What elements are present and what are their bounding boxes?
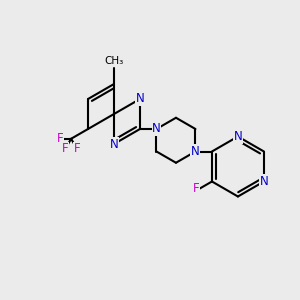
Text: N: N	[152, 122, 161, 136]
Text: N: N	[234, 130, 242, 143]
Text: F: F	[193, 182, 199, 196]
Text: F: F	[62, 142, 69, 155]
Text: F: F	[74, 142, 80, 155]
Text: N: N	[191, 145, 200, 158]
Text: N: N	[136, 92, 144, 106]
Text: N: N	[260, 175, 268, 188]
Text: F: F	[56, 132, 63, 145]
Text: N: N	[110, 137, 118, 151]
Text: CH₃: CH₃	[104, 56, 124, 66]
